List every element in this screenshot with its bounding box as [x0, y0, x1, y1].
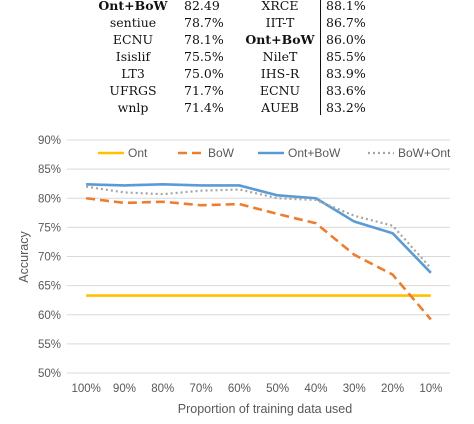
y-tick-label: 80%	[38, 193, 61, 205]
table-row: wnlp 71.4% AUEB 83.2%	[88, 99, 388, 116]
x-tick-label: 30%	[343, 383, 366, 395]
team-name-left: wnlp	[117, 100, 149, 115]
team-name-left: ECNU	[112, 32, 154, 47]
team-name-right: Ont+BoW	[245, 32, 315, 47]
series-line-bow	[85, 196, 432, 321]
y-tick-label: 65%	[38, 281, 61, 293]
x-tick-label: 70%	[190, 383, 213, 395]
team-name-right: IIT-T	[265, 15, 295, 30]
table-row: ECNU 78.1% Ont+BoW 86.0%	[88, 31, 388, 48]
x-tick-label: 60%	[228, 383, 251, 395]
y-axis-label: Accuracy	[17, 231, 31, 283]
team-name-left: sentiue	[109, 15, 157, 30]
team-name-right: AUEB	[261, 100, 299, 115]
results-table: Ont+BoW 82.49 XRCE 88.1% sentiue 78.7% IIT-T 86…	[88, 0, 388, 116]
table-row: Isislif 75.5% NileT 85.5%	[88, 48, 388, 65]
legend-label: BoW	[208, 146, 235, 160]
y-tick-label: 50%	[38, 368, 61, 380]
team-name-right: ECNU	[259, 83, 301, 98]
y-tick-label: 70%	[38, 252, 61, 264]
x-tick-label: 80%	[151, 383, 174, 395]
score-right: 86.0%	[326, 32, 366, 47]
legend-label: Ont	[128, 146, 148, 160]
y-tick-label: 85%	[38, 164, 61, 176]
score-right: 85.5%	[326, 49, 366, 64]
table-divider	[320, 0, 321, 115]
score-right: 88.1%	[326, 0, 366, 13]
team-name-right: NileT	[262, 49, 298, 64]
score-left: 75.5%	[184, 49, 224, 64]
team-name-right: XRCE	[261, 0, 299, 13]
x-axis-label: Proportion of training data used	[178, 402, 352, 416]
accuracy-line-chart: 50% 55% 60% 65% 70% 75% 80% 85% 90% 100% 90% 80% 70…	[17, 135, 451, 416]
y-tick-label: 55%	[38, 339, 61, 351]
score-left: 82.49	[184, 0, 220, 13]
score-left: 71.7%	[184, 83, 224, 98]
score-left: 78.1%	[184, 32, 224, 47]
x-tick-label: 100%	[71, 383, 100, 395]
score-right: 86.7%	[326, 15, 366, 30]
x-tick-label: 20%	[381, 383, 404, 395]
team-name-left: Isislif	[115, 49, 151, 64]
table-row: sentiue 78.7% IIT-T 86.7%	[88, 14, 388, 31]
team-name-left: UFRGS	[109, 83, 157, 98]
score-left: 75.0%	[184, 66, 224, 81]
score-right: 83.2%	[326, 100, 366, 115]
legend-label: BoW+Ont	[398, 146, 451, 160]
x-tick-label: 40%	[304, 383, 327, 395]
table-row: UFRGS 71.7% ECNU 83.6%	[88, 82, 388, 99]
x-tick-label: 10%	[419, 383, 442, 395]
legend-label: Ont+BoW	[288, 146, 341, 160]
y-tick-label: 90%	[38, 135, 61, 147]
team-name-left: LT3	[121, 66, 145, 81]
score-left: 78.7%	[184, 15, 224, 30]
team-name-right: IHS-R	[260, 66, 300, 81]
table-row: LT3 75.0% IHS-R 83.9%	[88, 65, 388, 82]
y-tick-label: 60%	[38, 310, 61, 322]
y-tick-label: 75%	[38, 222, 61, 234]
score-right: 83.9%	[326, 66, 366, 81]
x-tick-label: 90%	[113, 383, 136, 395]
x-tick-label: 50%	[266, 383, 289, 395]
series-line-ont-bow	[86, 182, 432, 274]
score-left: 71.4%	[184, 100, 224, 115]
table-row: Ont+BoW 82.49 XRCE 88.1%	[88, 0, 388, 14]
team-name-left: Ont+BoW	[98, 0, 168, 13]
score-right: 83.6%	[326, 83, 366, 98]
